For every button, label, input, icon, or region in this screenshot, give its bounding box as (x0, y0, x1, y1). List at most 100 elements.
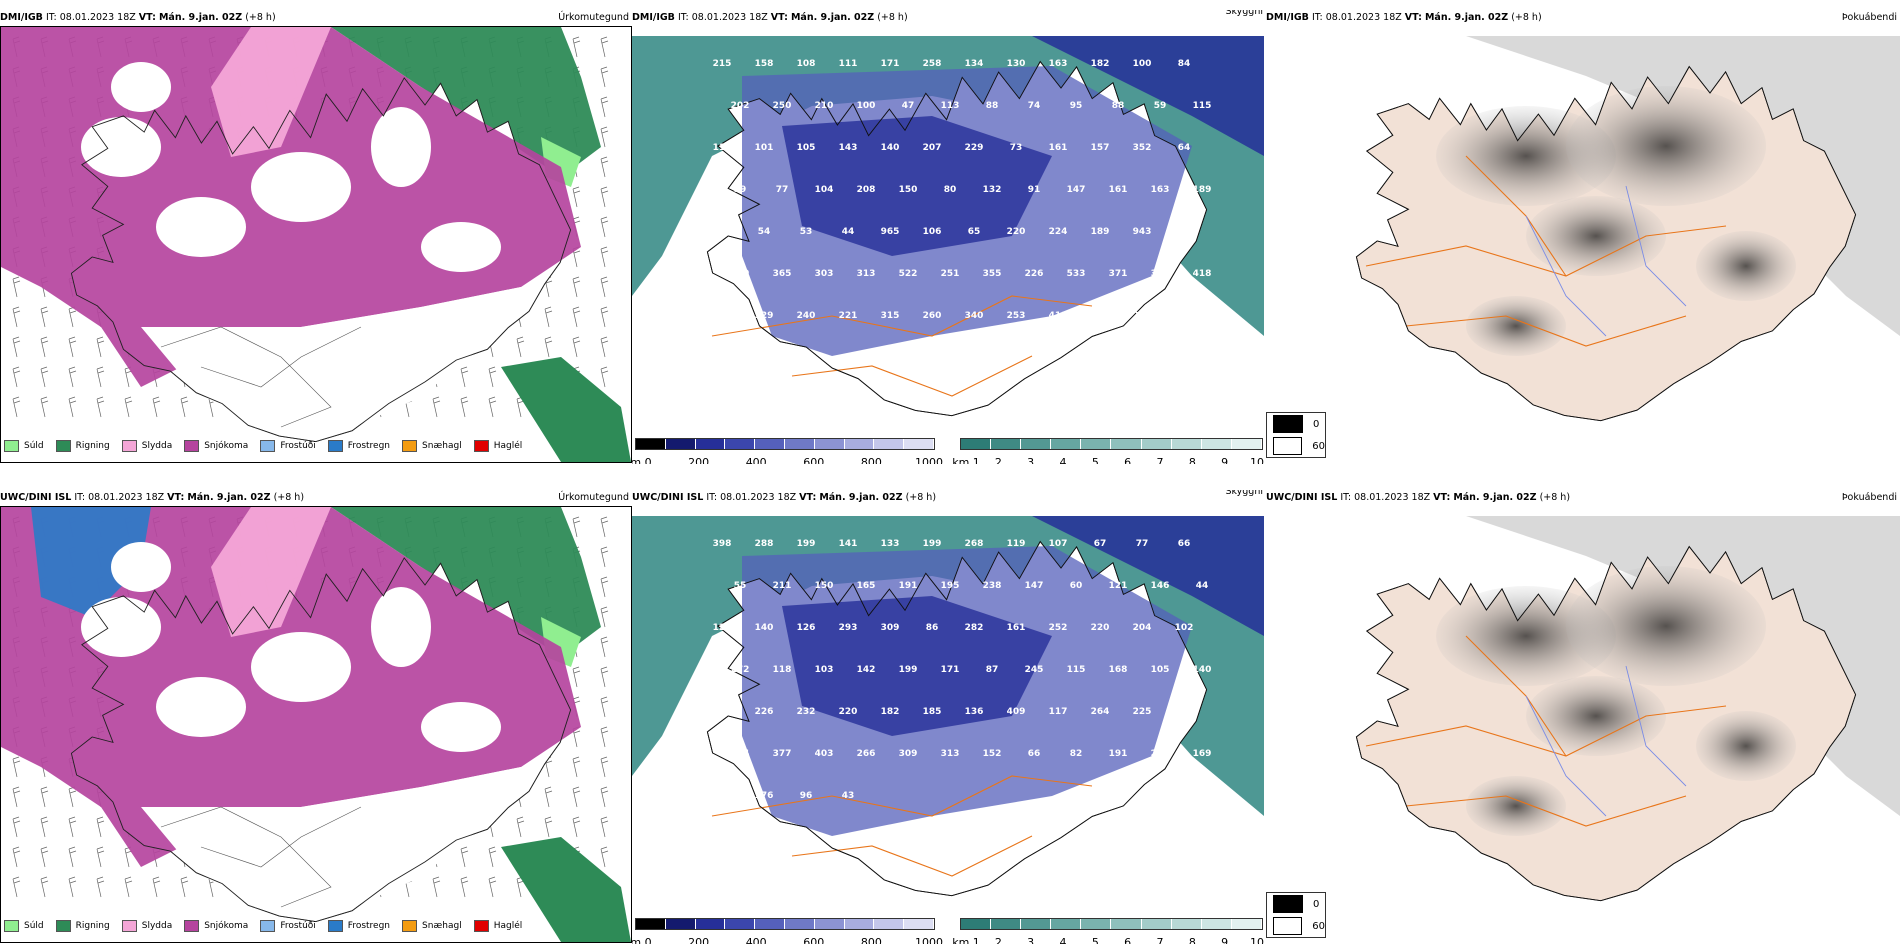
lead-offset: (+8 h) (245, 12, 276, 23)
colorbar-segment (814, 919, 845, 929)
colorbar-tick-label: 9 (1221, 936, 1229, 944)
precip-map[interactable] (0, 26, 632, 463)
cloud-base-label: 163 (1151, 185, 1170, 195)
cloud-base-label: 340 (965, 311, 984, 321)
wind-barb (12, 336, 21, 358)
dry-area (111, 542, 171, 592)
cloud-base-label: 136 (965, 707, 984, 717)
panel-header: DMI/IGB IT: 08.01.2023 18Z VT: Mán. 9.ja… (632, 10, 1266, 26)
wind-barb (432, 396, 441, 418)
cloud-base-label: 66 (1028, 749, 1041, 759)
cloud-base-label: 398 (713, 539, 732, 549)
wind-barb (40, 846, 49, 868)
cloud-base-label: 118 (773, 665, 792, 675)
cloud-base-label: 172 (1175, 707, 1194, 717)
row1-precip-panel: DMI/IGB IT: 08.01.2023 18Z VT: Mán. 9.ja… (0, 10, 632, 464)
wind-barb (600, 66, 609, 88)
row2-visibility-panel: UWC/DINI ISL IT: 08.01.2023 18Z VT: Mán.… (632, 490, 1266, 944)
wind-barb (68, 366, 77, 388)
cloud-base-label: 171 (941, 665, 960, 675)
cloud-base-label: 54 (758, 227, 771, 237)
product-type: Úrkomutegund (558, 12, 629, 23)
fog-area (1466, 296, 1566, 356)
colorbar-segment (636, 439, 666, 449)
colorbar-segment (1051, 439, 1082, 449)
dry-area (371, 587, 431, 667)
cloud-base-label: 70 (1094, 311, 1107, 321)
init-time: 08.01.2023 18Z (1325, 12, 1402, 23)
cloud-base-label: 204 (1133, 623, 1152, 633)
wind-barb (572, 786, 581, 808)
fog-key-high: 60 (1312, 440, 1325, 452)
wind-barb (180, 876, 189, 898)
cloud-base-label: 313 (857, 269, 876, 279)
cloud-base-label: 371 (1109, 269, 1128, 279)
visibility-layer: 215 158 108 111 171 258 134 130 163 182 100 84 202 25… (632, 36, 1264, 436)
model-source: DMI/IGB (632, 12, 675, 23)
cloud-base-label: 220 (1007, 227, 1026, 237)
cloud-base-label: 86 (926, 623, 939, 633)
init-time: 08.01.2023 18Z (88, 492, 165, 503)
colorbar-segment (961, 439, 992, 449)
fog-map[interactable] (1266, 516, 1900, 944)
cloud-base-label: 70 (716, 227, 729, 237)
cloud-base-label: 74 (1028, 101, 1041, 111)
legend-item: Snæhagl (402, 920, 462, 932)
cloud-base-label: 168 (1109, 665, 1128, 675)
wind-barb (600, 546, 609, 568)
legend-item: Frostregn (327, 440, 390, 452)
cloud-base-label: 111 (839, 59, 858, 69)
legend-swatch (260, 440, 276, 452)
cloud-base-label: 108 (797, 59, 816, 69)
precip-map[interactable] (0, 506, 632, 943)
cloud-base-label: 152 (983, 749, 1002, 759)
cloud-base-label: 229 (965, 143, 984, 153)
wind-barb (516, 816, 525, 838)
colorbar-tick-label: 5 (1091, 456, 1099, 464)
wind-barb (572, 306, 581, 328)
wind-barb (572, 36, 581, 58)
dry-area (421, 702, 501, 752)
legend-swatch (55, 920, 71, 932)
cloud-base-label: 43 (842, 791, 855, 801)
it-label: IT: (1340, 492, 1352, 503)
cloud-base-label: 140 (755, 623, 774, 633)
dry-area (251, 152, 351, 222)
wind-barb (600, 696, 609, 718)
valid-time: Mán. 9.jan. 02Z (187, 492, 271, 503)
wind-barb (600, 756, 609, 778)
visibility-map[interactable]: 398 288 199 141 133 199 268 119 107 67 77 66 55 211 15… (632, 516, 1264, 916)
cloud-base-label: 44 (1196, 581, 1209, 591)
wind-barb (600, 636, 609, 658)
fog-map[interactable] (1266, 36, 1900, 464)
colorbar-segment (1231, 439, 1262, 449)
visibility-map[interactable]: 215 158 108 111 171 258 134 130 163 182 100 84 202 25… (632, 36, 1264, 436)
visibility-swatches (960, 438, 1263, 450)
cloud-base-label: 176 (755, 791, 774, 801)
fog-key-high: 60 (1312, 920, 1325, 932)
colorbar-tick-label: 7 (1156, 456, 1164, 464)
cloud-base-label: 403 (815, 749, 834, 759)
cloud-base-label: 115 (1067, 665, 1086, 675)
colorbar-tick-label: 8 (1188, 456, 1196, 464)
wind-barb (152, 876, 161, 898)
wind-barb (600, 126, 609, 148)
colorbar-segment (784, 439, 815, 449)
cloud-base-label: 211 (773, 581, 792, 591)
wind-barb (572, 816, 581, 838)
row2-fog-panel: UWC/DINI ISL IT: 08.01.2023 18Z VT: Mán.… (1266, 490, 1900, 944)
wind-barb (96, 396, 105, 418)
legend-swatch (473, 440, 489, 452)
cloud-base-label: 309 (881, 623, 900, 633)
cloud-base-label: 113 (941, 101, 960, 111)
fog-area (1696, 231, 1796, 301)
legend-swatch (260, 920, 276, 932)
vt-label: VT: (799, 492, 817, 503)
colorbar-segment (904, 919, 934, 929)
cloud-base-label: 226 (1025, 269, 1044, 279)
cloud-base-label: 215 (713, 59, 732, 69)
cloud-base-label: 100 (1133, 59, 1152, 69)
wind-barb (96, 336, 105, 358)
cloud-base-label: 105 (1151, 665, 1170, 675)
colorbar-tick-label: m 0 (632, 936, 652, 944)
